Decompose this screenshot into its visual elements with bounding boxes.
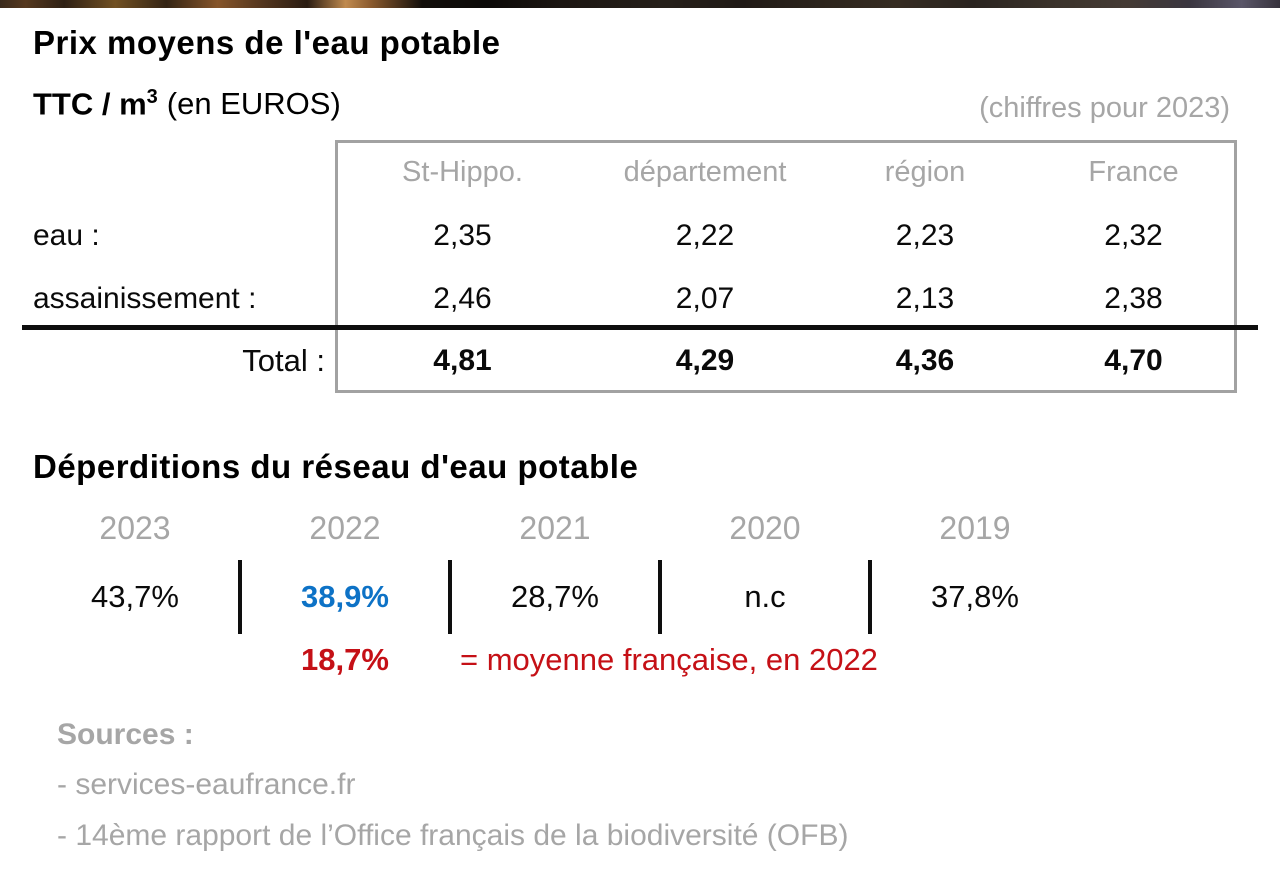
table-cell-value: 2,23 <box>895 219 955 252</box>
price-table-frame <box>335 140 1237 393</box>
unit-subtitle-suffix: (en EUROS) <box>166 86 341 122</box>
sources-title: Sources : <box>57 718 194 751</box>
year-label: 2022 <box>309 510 381 546</box>
unit-subtitle-prefix: TTC / m <box>33 86 147 122</box>
total-divider-line <box>22 325 1258 330</box>
year-note: (chiffres pour 2023) <box>979 92 1230 124</box>
table-cell-total: 4,81 <box>433 344 492 377</box>
losses-values-row: 43,7% 38,9% 28,7% n.c 37,8% <box>30 560 1080 634</box>
benchmark-row: 18,7% = moyenne française, en 2022 <box>30 642 1080 686</box>
corner-spacer <box>0 140 335 204</box>
row-label-assainissement: assainissement : <box>33 281 257 315</box>
sources-block: Sources : - services-eaufrance.fr - 14èm… <box>57 718 848 870</box>
value-separator <box>868 560 872 634</box>
value-separator <box>448 560 452 634</box>
table-cell-value: 2,13 <box>895 281 955 315</box>
table-cell-value: 2,35 <box>433 219 492 252</box>
row-label-eau: eau : <box>33 219 100 252</box>
year-label: 2023 <box>99 510 171 546</box>
table-cell-value: 2,46 <box>433 281 492 315</box>
table-cell-total: 4,36 <box>895 344 955 377</box>
value-separator <box>238 560 242 634</box>
losses-section-title: Déperditions du réseau d'eau potable <box>33 448 639 485</box>
col-header-st-hippo: St-Hippo. <box>402 155 523 188</box>
table-cell-value: 2,38 <box>1104 281 1163 315</box>
col-header-region: région <box>884 155 966 188</box>
price-table: St-Hippo. département région France eau … <box>0 140 1237 393</box>
losses-years-row: 2023 2022 2021 2020 2019 <box>30 510 1080 550</box>
loss-value-2019: 37,8% <box>931 579 1019 614</box>
benchmark-label: = moyenne française, en 2022 <box>460 642 878 677</box>
photo-strip <box>0 0 1280 8</box>
table-cell-total: 4,29 <box>675 344 735 377</box>
unit-subtitle: TTC / m3 (en EUROS) <box>33 86 341 122</box>
loss-value-2021: 28,7% <box>511 579 599 614</box>
loss-value-2020: n.c <box>744 579 786 614</box>
table-cell-value: 2,22 <box>675 219 735 252</box>
year-label: 2019 <box>939 510 1011 546</box>
col-header-departement: département <box>623 155 787 188</box>
unit-superscript: 3 <box>146 86 158 108</box>
table-cell-value: 2,07 <box>675 281 735 315</box>
loss-value-2022-highlight: 38,9% <box>301 579 389 614</box>
benchmark-value: 18,7% <box>301 642 389 677</box>
loss-value-2023: 43,7% <box>91 579 179 614</box>
table-cell-value: 2,32 <box>1104 219 1163 252</box>
row-label-total: Total : <box>242 343 325 378</box>
table-cell-total: 4,70 <box>1104 344 1163 377</box>
year-label: 2020 <box>729 510 801 546</box>
source-item: - 14ème rapport de l’Office français de … <box>57 819 849 852</box>
page-title: Prix moyens de l'eau potable <box>33 24 501 61</box>
col-header-france: France <box>1088 155 1179 188</box>
value-separator <box>658 560 662 634</box>
source-item: - services-eaufrance.fr <box>57 768 356 801</box>
year-label: 2021 <box>519 510 591 546</box>
